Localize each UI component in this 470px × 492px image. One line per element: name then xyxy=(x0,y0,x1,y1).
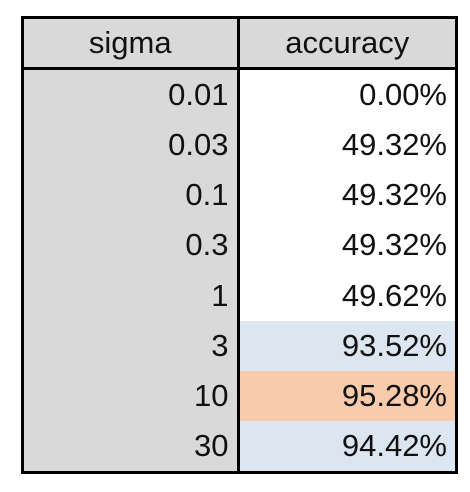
sigma-cell: 30 xyxy=(24,420,240,471)
table-row: 0.03 49.32% xyxy=(24,120,455,171)
results-table-frame: sigma accuracy 0.01 0.00% 0.03 49.32% 0.… xyxy=(21,16,458,474)
sigma-cell: 10 xyxy=(24,370,240,421)
table-row: 0.1 49.32% xyxy=(24,170,455,221)
column-header-accuracy: accuracy xyxy=(238,19,455,70)
accuracy-cell: 49.32% xyxy=(238,220,455,271)
sigma-cell: 0.1 xyxy=(24,170,240,221)
table-row: 1 49.62% xyxy=(24,270,455,321)
accuracy-cell: 94.42% xyxy=(238,420,455,471)
header-row: sigma accuracy xyxy=(24,19,455,70)
accuracy-cell: 93.52% xyxy=(238,320,455,371)
accuracy-cell: 49.62% xyxy=(238,270,455,321)
table-row: 10 95.28% xyxy=(24,370,455,421)
column-header-sigma: sigma xyxy=(24,19,240,70)
accuracy-cell: 49.32% xyxy=(238,120,455,171)
sigma-cell: 0.3 xyxy=(24,220,240,271)
sigma-cell: 3 xyxy=(24,320,240,371)
sigma-accuracy-table: sigma accuracy 0.01 0.00% 0.03 49.32% 0.… xyxy=(24,19,455,471)
table-row: 0.01 0.00% xyxy=(24,68,455,121)
table-row: 30 94.42% xyxy=(24,420,455,471)
sigma-cell: 0.03 xyxy=(24,120,240,171)
table-row: 0.3 49.32% xyxy=(24,220,455,271)
accuracy-cell: 95.28% xyxy=(238,370,455,421)
table-row: 3 93.52% xyxy=(24,320,455,371)
sigma-cell: 1 xyxy=(24,270,240,321)
accuracy-cell: 49.32% xyxy=(238,170,455,221)
sigma-cell: 0.01 xyxy=(24,68,240,121)
accuracy-cell: 0.00% xyxy=(238,68,455,121)
